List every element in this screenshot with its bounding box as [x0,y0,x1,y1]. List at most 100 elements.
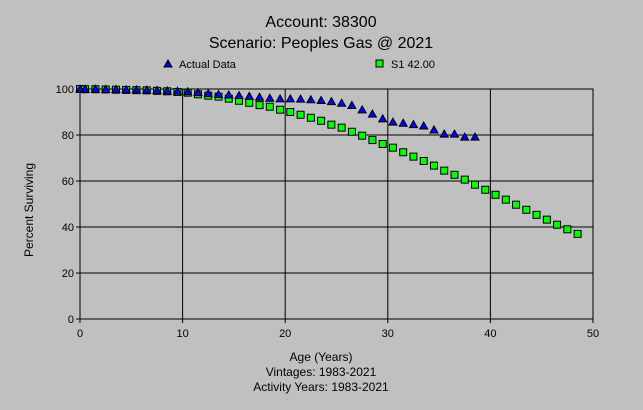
y-tick-label: 0 [68,314,74,326]
plot-frame [79,88,594,320]
s1-point [286,108,295,116]
actual-data-point [223,89,234,99]
y-axis-label: Percent Surviving [22,163,36,257]
s1-point [419,156,428,165]
s1-point [296,110,305,119]
chart-subtitle: Scenario: Peoples Gas @ 2021 [209,35,433,52]
s1-point [491,190,500,199]
s1-point [368,136,377,145]
actual-data-point [398,118,409,127]
actual-data-point [80,84,90,93]
s1-point [317,116,326,125]
actual-data-point [162,85,173,95]
s1-point [337,123,346,132]
actual-data-point [203,88,214,98]
y-tick-label: 40 [62,222,74,234]
legend-square-marker [375,59,384,68]
x-tick-label: 0 [77,328,83,340]
s1-point [409,152,418,161]
x-tick-label: 20 [279,328,291,340]
s1-point [573,229,582,238]
s1-point [532,210,541,219]
actual-data-point [213,89,224,99]
s1-point [522,205,531,214]
legend-label-actual: Actual Data [179,59,237,71]
actual-data-point [264,93,275,102]
s1-point [378,139,387,148]
actual-data-point [439,129,450,138]
grid [76,88,594,323]
x-tick-label: 30 [382,328,394,340]
s1-point [501,195,510,204]
actual-data-point [182,86,193,96]
s1-point [306,113,315,122]
actual-data-point [111,84,121,93]
actual-data-point [408,119,419,129]
actual-data-point [367,109,378,118]
x-tick-label: 40 [484,328,496,340]
s1-point [347,127,356,136]
legend: Actual Data S1 42.00 [163,58,435,71]
s1-point [542,215,551,224]
footer-vintages: Vintages: 1983-2021 [266,365,377,379]
actual-data-point [336,98,347,107]
y-tick-label: 60 [62,176,74,188]
actual-data-point [275,93,285,103]
legend-triangle-marker [163,58,173,68]
actual-data-point [449,129,460,138]
actual-data-point [388,117,398,126]
actual-data-point [121,84,132,94]
actual-data-point [459,132,470,141]
s1-point [255,101,264,110]
actual-data-point [244,91,255,100]
chart-title: Account: 38300 [265,14,376,31]
x-tick-label: 10 [176,328,188,340]
s1-point [512,200,521,209]
y-tick-label: 100 [56,84,74,96]
s1-point [450,170,459,179]
actual-data-point [316,95,326,104]
s1-point [471,180,480,189]
footer-activity-years: Activity Years: 1983-2021 [253,380,389,394]
s1-point [399,148,408,157]
s1-point [245,98,254,107]
s1-point [553,220,562,229]
actual-data-point [357,104,368,114]
actual-data-point [305,94,316,104]
s1-point [460,175,469,184]
x-axis-label: Age (Years) [290,350,353,364]
s1-point [429,161,438,170]
s1-point [358,131,367,140]
actual-data-point [152,85,162,94]
s1-point [327,120,336,129]
actual-data-point [172,86,183,95]
tick-labels: 0 10 20 30 40 50 0 20 40 60 80 100 [56,84,599,340]
actual-data-point [285,93,296,103]
actual-data-point [234,90,244,100]
y-tick-label: 80 [62,130,74,142]
data-marks [75,83,582,238]
actual-data-point [429,124,439,134]
actual-data-point [295,94,306,103]
actual-data-point [326,96,337,106]
s1-point [563,225,572,234]
s1-point [440,166,449,175]
actual-data-point [141,85,152,94]
actual-data-point [90,84,101,93]
actual-data-point [131,84,142,94]
s1-point [276,105,285,114]
actual-data-point [377,113,388,123]
s1-point [265,102,274,111]
actual-data-point [100,84,111,93]
actual-data-point [418,121,429,130]
y-tick-label: 20 [62,268,74,280]
legend-label-s1: S1 42.00 [391,59,435,71]
s1-point [388,143,397,152]
actual-data-point [193,87,203,97]
actual-data-point [347,100,357,110]
x-tick-label: 50 [587,328,599,340]
actual-data-point [470,132,480,141]
actual-data-point [254,92,265,101]
s1-point [481,185,490,194]
